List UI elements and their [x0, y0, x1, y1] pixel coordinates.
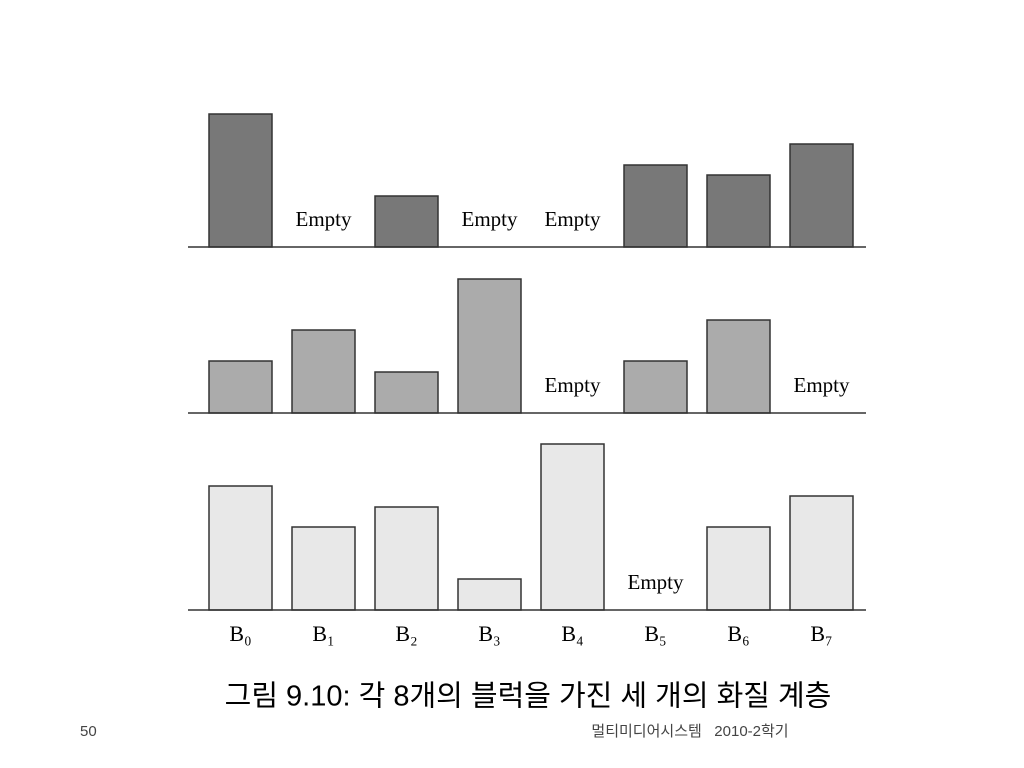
x-tick-label: B₄	[561, 621, 583, 646]
x-tick-label: B₁	[312, 621, 334, 646]
empty-label: Empty	[545, 373, 601, 397]
empty-label: Empty	[628, 570, 684, 594]
x-tick-label: B₃	[478, 621, 500, 646]
bar	[540, 443, 605, 611]
bar	[291, 526, 356, 611]
bar	[623, 164, 688, 248]
bar	[208, 113, 273, 248]
empty-label: Empty	[296, 207, 352, 231]
bar	[623, 360, 688, 414]
x-tick-label: B₀	[229, 621, 251, 646]
x-tick-label: B₅	[644, 621, 666, 646]
bar	[374, 506, 439, 611]
bar	[457, 578, 522, 611]
bar	[706, 526, 771, 611]
bar	[374, 371, 439, 414]
slide-title: 그림 9.10: 각 8개의 블럭을 가진 세 개의 화질 계층	[225, 681, 832, 713]
bar	[291, 329, 356, 414]
x-tick-label: B₆	[727, 621, 749, 646]
page-number: 50	[80, 723, 97, 740]
empty-label: Empty	[794, 373, 850, 397]
bar	[706, 319, 771, 414]
bar	[706, 174, 771, 248]
empty-label: Empty	[462, 207, 518, 231]
bar	[374, 195, 439, 248]
x-tick-label: B₂	[395, 621, 417, 646]
bar	[789, 143, 854, 248]
x-tick-label: B₇	[810, 621, 832, 646]
bar	[457, 278, 522, 414]
course-footer: 멀티미디어시스템 2010-2학기	[591, 723, 788, 740]
bar	[789, 495, 854, 611]
empty-label: Empty	[545, 207, 601, 231]
bar	[208, 360, 273, 414]
bar	[208, 485, 273, 611]
